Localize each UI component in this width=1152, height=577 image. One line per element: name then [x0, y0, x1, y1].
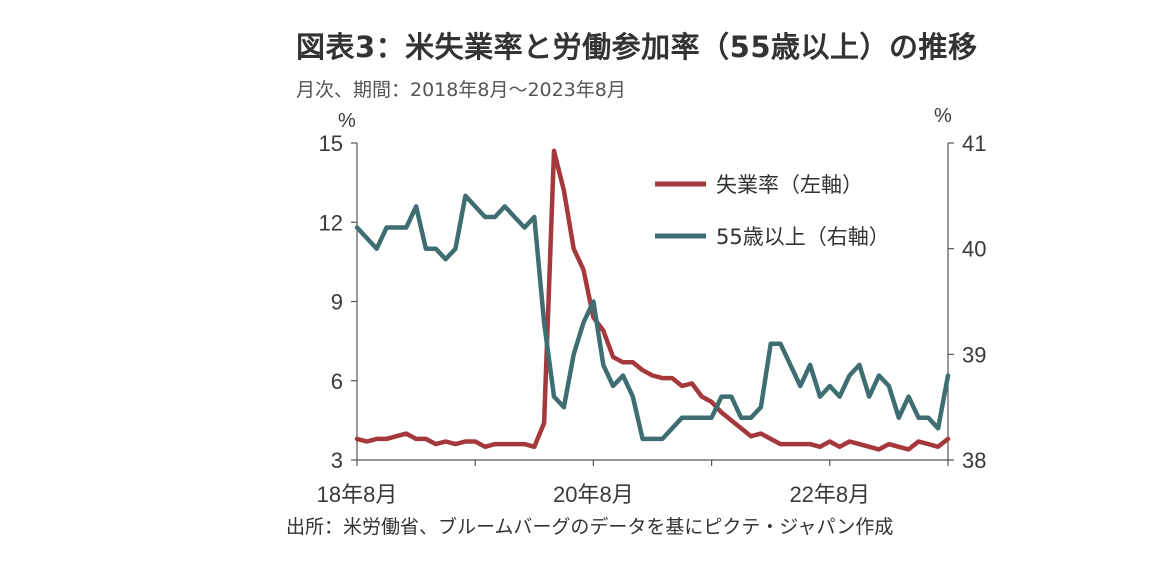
series-line-participation [354, 193, 951, 442]
left-tick-label: 3 [331, 448, 343, 473]
right-tick-label: 40 [962, 237, 986, 262]
left-tick-label: 12 [319, 210, 343, 235]
left-tick-label: 6 [331, 369, 343, 394]
right-tick-label: 39 [962, 342, 986, 367]
axes: 3 6 9 12 15 38 39 40 41 18年8月 20年8月 22年8月 [317, 131, 987, 507]
series-lines [354, 148, 951, 452]
x-tick-label: 20年8月 [553, 482, 634, 507]
chart-title: 図表3：米失業率と労働参加率（55歳以上）の推移 [296, 30, 978, 64]
right-axis-unit: % [934, 105, 952, 127]
source-note: 出所：米労働省、ブルームバーグのデータを基にピクテ・ジャパン作成 [286, 516, 894, 538]
legend: 失業率（左軸） 55歳以上（右軸） [655, 173, 890, 249]
left-tick-label: 15 [319, 131, 343, 156]
chart-subtitle: 月次、期間：2018年8月～2023年8月 [296, 79, 626, 101]
left-axis-unit: % [338, 110, 356, 132]
legend-label-unemployment: 失業率（左軸） [716, 173, 863, 197]
legend-label-participation: 55歳以上（右軸） [716, 225, 890, 249]
x-tick-label: 18年8月 [317, 482, 398, 507]
right-tick-label: 38 [962, 448, 986, 473]
left-tick-label: 9 [331, 290, 343, 315]
series-line-unemployment [354, 148, 951, 452]
x-tick-label: 22年8月 [789, 482, 870, 507]
right-tick-label: 41 [962, 131, 986, 156]
